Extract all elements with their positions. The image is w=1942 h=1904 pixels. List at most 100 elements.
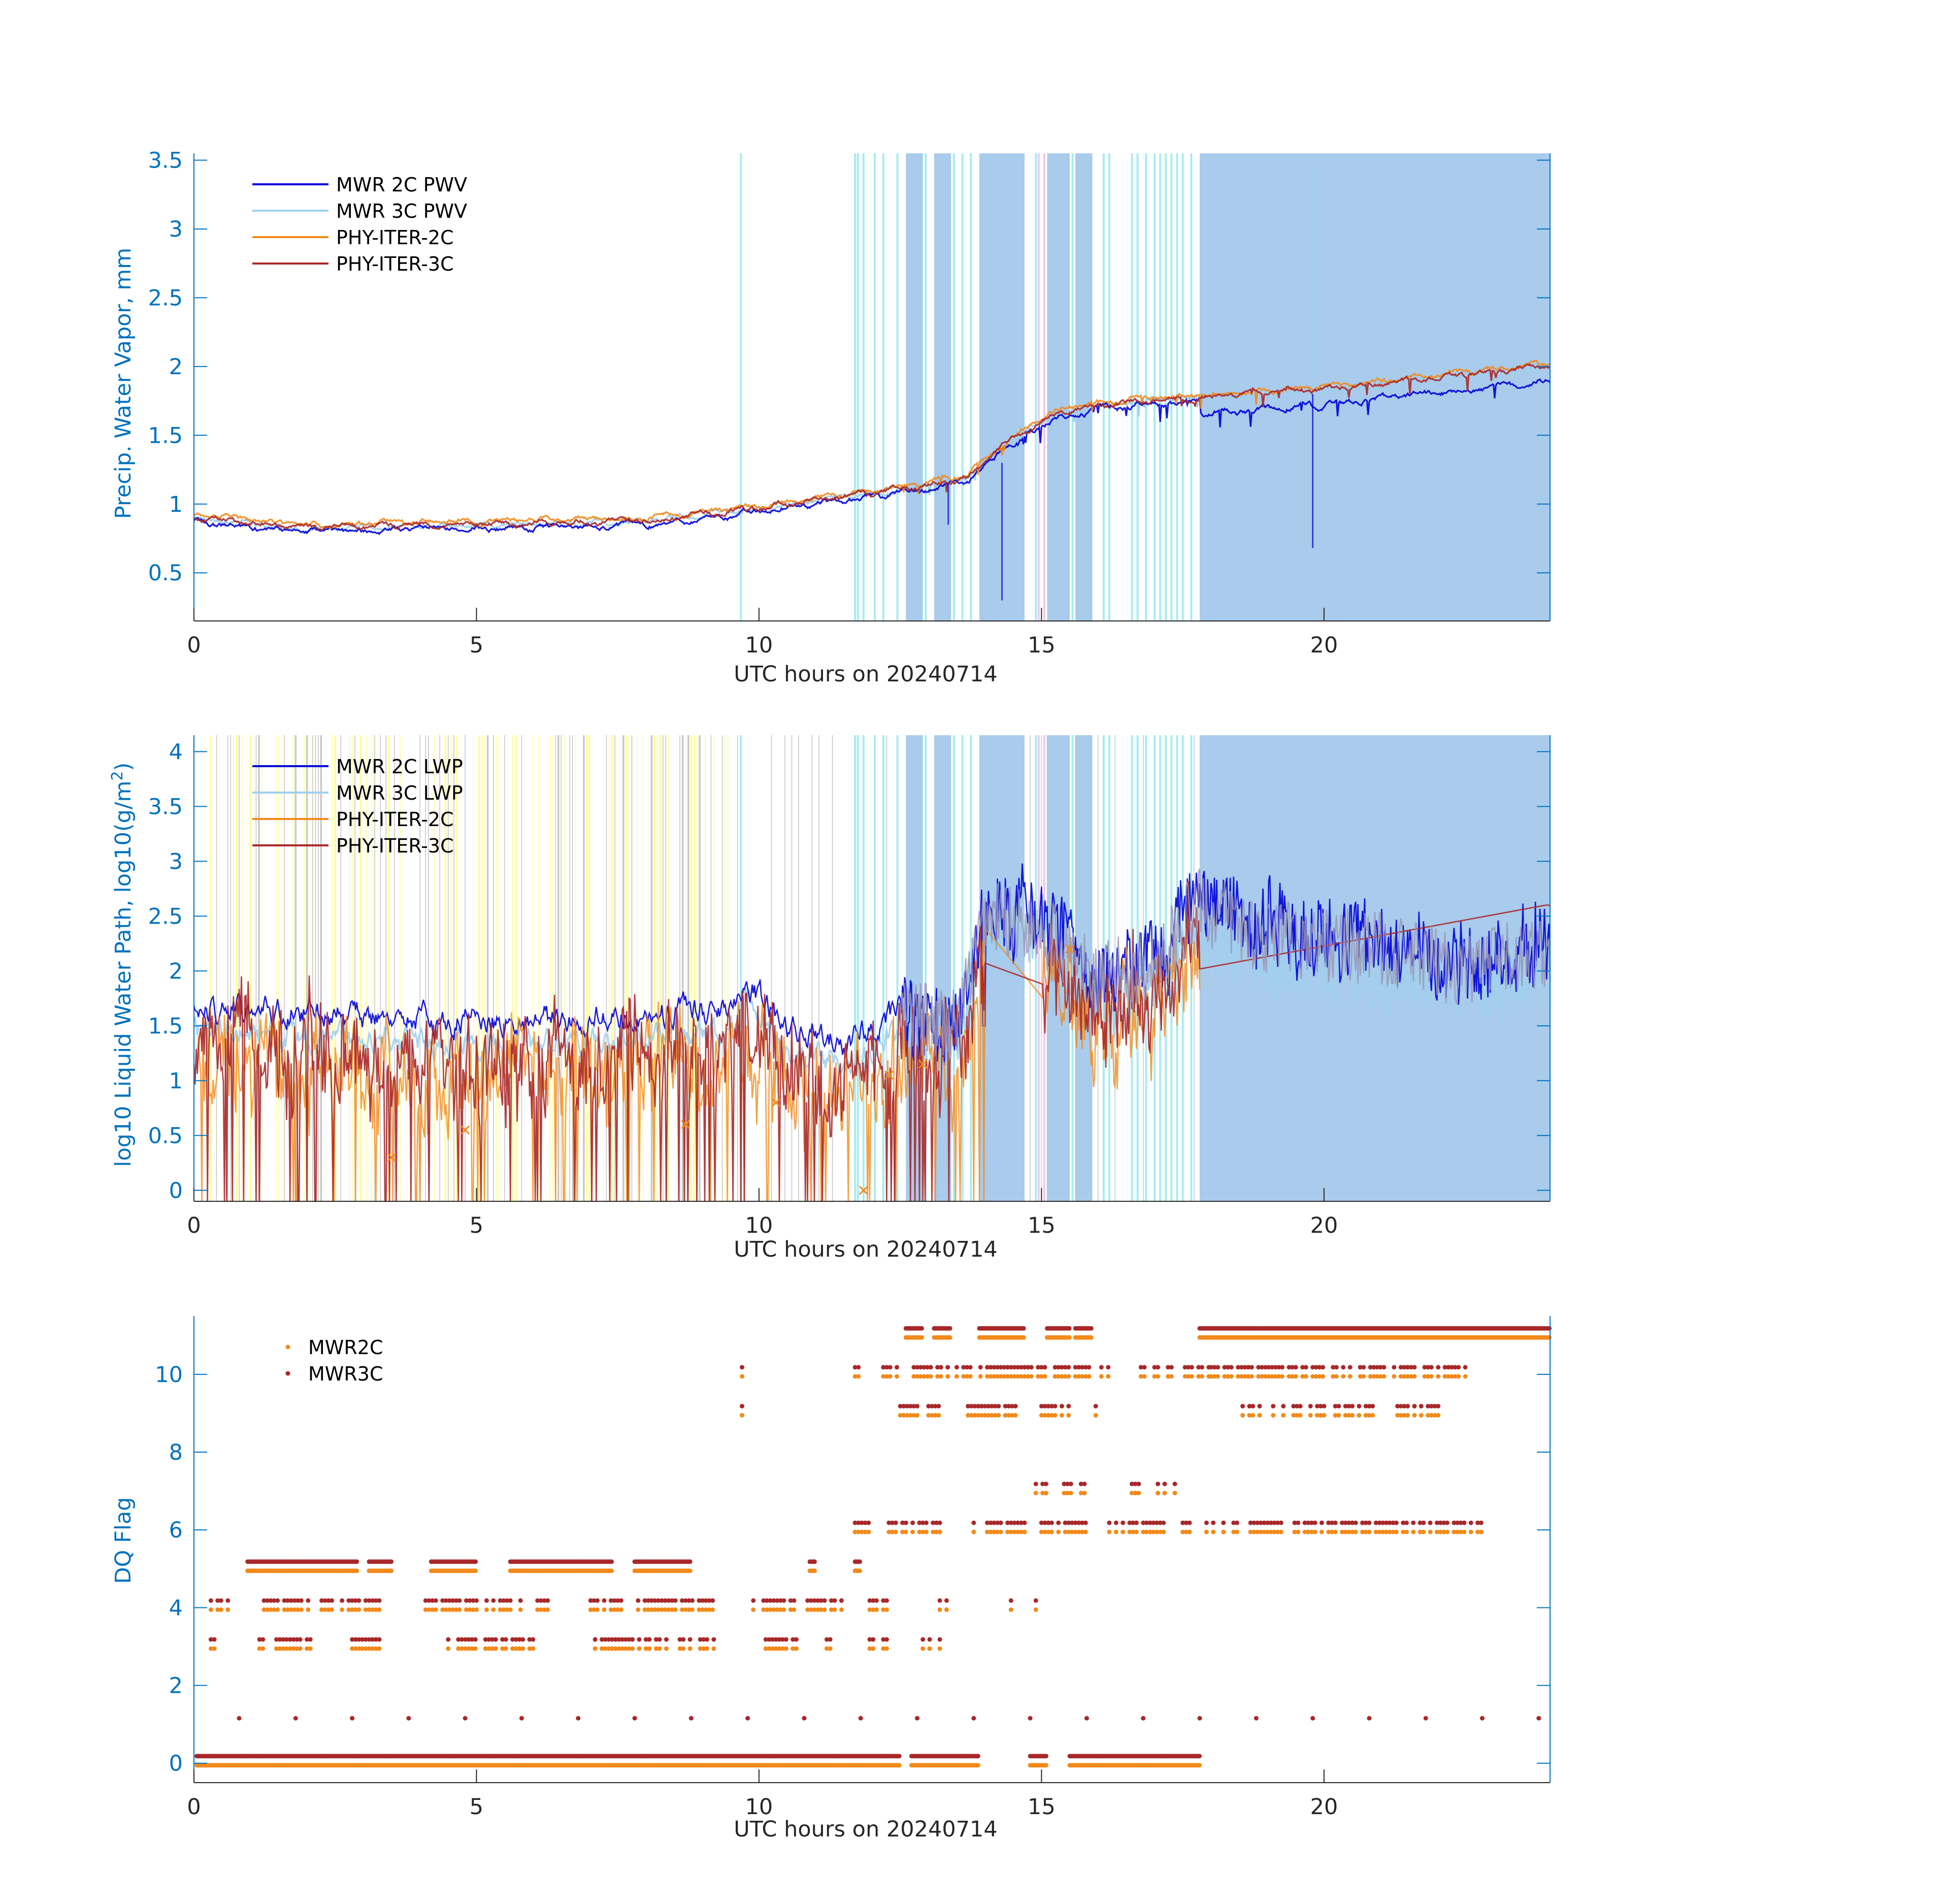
dq-point-2c — [602, 1607, 607, 1612]
y-tick-label: 3 — [169, 849, 183, 874]
dq-point-2c — [969, 1413, 974, 1418]
dq-point-3c — [1428, 1520, 1433, 1525]
dq-point-2c — [1373, 1529, 1378, 1534]
dq-point-3c — [500, 1637, 505, 1642]
dq-point-2c — [1317, 1374, 1322, 1379]
dq-point-3c — [874, 1598, 879, 1603]
dq-point-3c — [285, 1598, 290, 1603]
dq-point-3c — [969, 1403, 974, 1408]
dq-point-2c — [1012, 1374, 1017, 1379]
dq-point-3c — [1281, 1403, 1286, 1408]
dq-point-2c — [1099, 1374, 1104, 1379]
dq-point-3c — [1082, 1482, 1087, 1487]
dq-point-2c — [377, 1607, 382, 1612]
dq-point-2c — [1269, 1374, 1274, 1379]
dq-point-3c — [608, 1598, 613, 1603]
pwv-axes: 0 5 10 15 20 0.5 1 1.5 2 2.5 3 3.5 — [148, 148, 1551, 658]
dq-point-3c — [664, 1637, 669, 1642]
dq-point-3c — [1022, 1520, 1027, 1525]
dq-point-2c — [1349, 1529, 1355, 1534]
dq-point-2c — [937, 1607, 942, 1612]
dq-point-3c — [673, 1598, 678, 1603]
dq-point-3c — [1049, 1520, 1054, 1525]
dq-point-3c — [370, 1598, 375, 1603]
dq-point-3c — [1106, 1365, 1111, 1370]
dq-point-3c — [1247, 1403, 1252, 1408]
dq-point-2c — [356, 1646, 361, 1651]
dq-point-3c — [1287, 1365, 1292, 1370]
dq-point-2c — [1089, 1335, 1094, 1340]
dq-point-3c — [620, 1637, 625, 1642]
dq-point-3c — [968, 1365, 973, 1370]
dq-point-3c — [1346, 1403, 1352, 1408]
dq-point-2c — [985, 1529, 990, 1534]
dq-point-2c — [1402, 1374, 1407, 1379]
dq-point-2c — [1010, 1413, 1015, 1418]
dq-point-2c — [1313, 1374, 1319, 1379]
dq-point-3c — [1059, 1365, 1064, 1370]
dq-point-2c — [1334, 1374, 1339, 1379]
dq-point-3c — [612, 1598, 617, 1603]
dq-point-2c — [988, 1374, 993, 1379]
dq-point-3c — [1239, 1365, 1244, 1370]
dq-point-2c — [1361, 1374, 1366, 1379]
dq-point-2c — [498, 1607, 503, 1612]
dq-point-3c — [1384, 1520, 1389, 1525]
dq-point-2c — [808, 1607, 813, 1612]
y-tick-label: 1 — [169, 492, 183, 517]
dq-point-3c — [1010, 1403, 1015, 1408]
dq-point-2c — [466, 1646, 471, 1651]
dq-point-2c — [1144, 1529, 1149, 1534]
dq-point-3c — [1087, 1365, 1092, 1370]
dq-point-3c — [1309, 1520, 1314, 1525]
legend-label-phy3c: PHY-ITER-3C — [336, 835, 454, 857]
dq-point-2c — [1059, 1374, 1064, 1379]
dq-point-2c — [636, 1607, 641, 1612]
dq-point-2c — [1040, 1491, 1045, 1496]
dq-point-3c — [1158, 1520, 1163, 1525]
dq-point-3c — [1256, 1365, 1261, 1370]
dq-point-3c — [971, 1716, 976, 1721]
dq-point-3c — [1455, 1520, 1460, 1525]
line-phy3c — [193, 363, 1551, 532]
dq-point-2c — [501, 1607, 506, 1612]
dq-point-3c — [1166, 1365, 1171, 1370]
pwv-series-lines — [193, 167, 1551, 601]
lwp-y-axis-label-sup: 2 — [109, 771, 126, 781]
dq-point-3c — [805, 1598, 810, 1603]
flag-block-blue — [906, 153, 923, 621]
dq-point-3c — [858, 1716, 863, 1721]
dq-point-3c — [1144, 1520, 1149, 1525]
dq-point-2c — [1039, 1413, 1044, 1418]
dq-point-2c — [1076, 1374, 1081, 1379]
dq-point-3c — [576, 1716, 581, 1721]
x-tick-label: 15 — [1028, 1213, 1056, 1238]
dq-point-3c — [670, 1598, 675, 1603]
dq-point-2c — [538, 1607, 543, 1612]
dq-point-3c — [1353, 1520, 1358, 1525]
dq-point-3c — [937, 1598, 942, 1603]
dq-point-2c — [937, 1646, 942, 1651]
dq-point-3c — [602, 1598, 607, 1603]
dq-point-3c — [1374, 1365, 1379, 1370]
dq-point-2c — [1319, 1529, 1324, 1534]
dq-point-2c — [828, 1646, 833, 1651]
dq-point-2c — [918, 1374, 923, 1379]
dq-point-2c — [1402, 1413, 1407, 1418]
dq-point-2c — [1314, 1413, 1320, 1418]
dq-point-2c — [781, 1607, 786, 1612]
dq-point-3c — [1043, 1482, 1048, 1487]
dq-point-2c — [1015, 1374, 1021, 1379]
dq-point-2c — [367, 1646, 372, 1651]
dq-point-2c — [447, 1607, 452, 1612]
dq-point-2c — [510, 1646, 515, 1651]
dq-point-2c — [1073, 1374, 1078, 1379]
dq-point-3c — [1141, 1520, 1146, 1525]
dq-point-2c — [996, 1413, 1001, 1418]
legend-label-phy2c: PHY-ITER-2C — [336, 226, 454, 249]
dq-point-2c — [1242, 1374, 1247, 1379]
dq-point-2c — [968, 1374, 973, 1379]
dq-point-3c — [1343, 1403, 1348, 1408]
dq-point-2c — [265, 1607, 270, 1612]
dq-point-3c — [423, 1598, 428, 1603]
